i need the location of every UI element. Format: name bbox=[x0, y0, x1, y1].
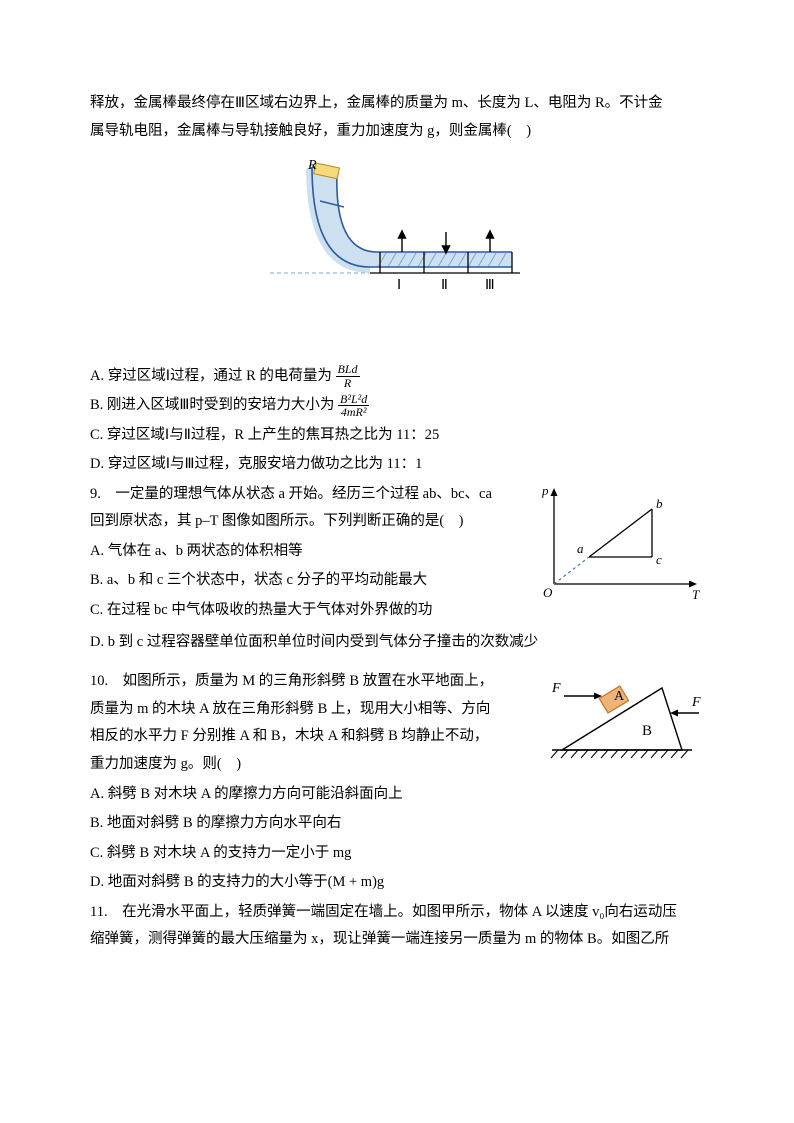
svg-text:b: b bbox=[656, 496, 663, 511]
figure-q9: p T O a b c bbox=[534, 481, 704, 612]
q8-B-text: B. 刚进入区域Ⅲ时受到的安培力大小为 bbox=[90, 397, 334, 413]
q8-A-text: A. 穿过区域Ⅰ过程，通过 R 的电荷量为 bbox=[90, 368, 332, 384]
svg-text:c: c bbox=[656, 552, 662, 567]
label-II: Ⅱ bbox=[441, 278, 448, 293]
svg-text:B: B bbox=[642, 723, 652, 739]
svg-text:A: A bbox=[614, 689, 625, 704]
q8-C: C. 穿过区域Ⅰ与Ⅱ过程，R 上产生的焦耳热之比为 11：25 bbox=[90, 422, 704, 450]
svg-text:F: F bbox=[691, 695, 701, 710]
figure-q8: R Ⅰ Ⅱ Ⅲ bbox=[90, 157, 704, 323]
svg-text:a: a bbox=[577, 541, 584, 556]
figure-q10: B A F F bbox=[534, 668, 704, 779]
q10-A: A. 斜劈 B 对木块 A 的摩擦力方向可能沿斜面向上 bbox=[90, 781, 704, 809]
q9-D: D. b 到 c 过程容器壁单位面积单位时间内受到气体分子撞击的次数减少 bbox=[90, 629, 704, 657]
label-I: Ⅰ bbox=[397, 278, 401, 293]
q11-line1: 11. 在光滑水平面上，轻质弹簧一端固定在墙上。如图甲所示，物体 A 以速度 v… bbox=[90, 899, 704, 927]
svg-text:T: T bbox=[692, 587, 700, 601]
q8-D: D. 穿过区域Ⅰ与Ⅲ过程，克服安培力做功之比为 11：1 bbox=[90, 451, 704, 479]
q8-A: A. 穿过区域Ⅰ过程，通过 R 的电荷量为 BLdR bbox=[90, 363, 704, 391]
q10-B: B. 地面对斜劈 B 的摩擦力方向水平向右 bbox=[90, 810, 704, 838]
q10-C: C. 斜劈 B 对木块 A 的支持力一定小于 mg bbox=[90, 840, 704, 868]
svg-text:F: F bbox=[551, 681, 561, 696]
q10-D: D. 地面对斜劈 B 的支持力的大小等于(M + m)g bbox=[90, 869, 704, 897]
label-III: Ⅲ bbox=[485, 278, 495, 293]
q8-B: B. 刚进入区域Ⅲ时受到的安培力大小为 B²L²d4mR² bbox=[90, 392, 704, 420]
q11-line2: 缩弹簧，测得弹簧的最大压缩量为 x，现让弹簧一端连接另一质量为 m 的物体 B。… bbox=[90, 926, 704, 954]
intro-line1: 释放，金属棒最终停在Ⅲ区域右边界上，金属棒的质量为 m、长度为 L、电阻为 R。… bbox=[90, 90, 704, 118]
svg-text:p: p bbox=[541, 483, 549, 498]
intro-line2: 属导轨电阻，金属棒与导轨接触良好，重力加速度为 g，则金属棒( ) bbox=[90, 118, 704, 146]
label-R: R bbox=[307, 158, 317, 173]
svg-text:O: O bbox=[543, 585, 553, 600]
